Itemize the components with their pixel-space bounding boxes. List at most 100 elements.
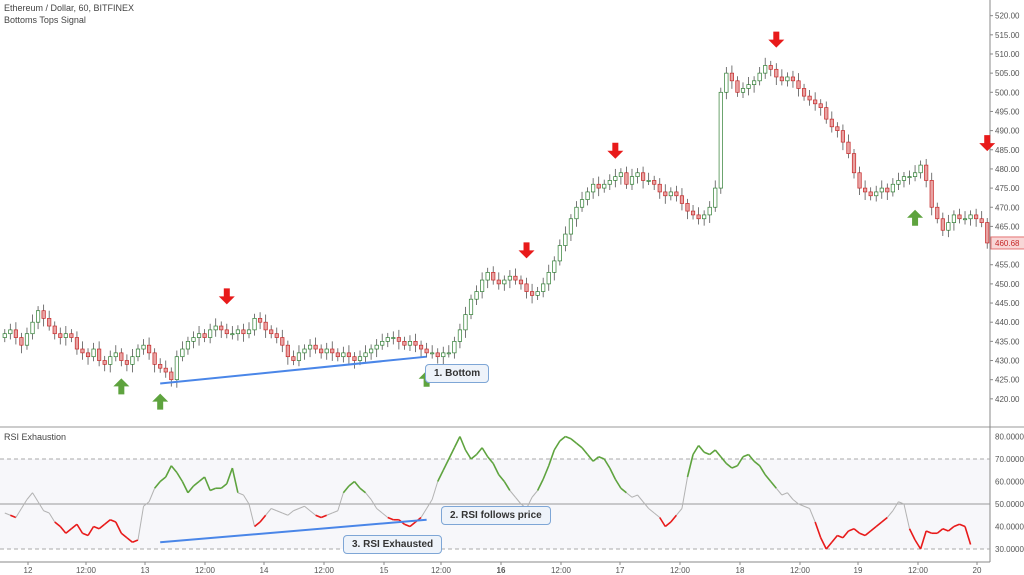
price-tick-label: 455.00 <box>995 261 1020 270</box>
time-tick-label: 15 <box>380 566 389 575</box>
time-tick-label: 12 <box>24 566 33 575</box>
candle-body <box>690 210 696 216</box>
rsi-segment <box>503 481 511 491</box>
rsi-segment <box>276 510 283 514</box>
price-tick-label: 465.00 <box>995 222 1020 231</box>
rsi-segment <box>137 506 145 541</box>
rsi-segment <box>781 492 788 496</box>
candle-body <box>974 214 979 220</box>
candle-body <box>685 203 690 212</box>
candle-body <box>230 333 235 336</box>
rsi-tick-label: 60.0000 <box>995 478 1024 487</box>
rsi-segment <box>714 449 722 458</box>
candle-body <box>846 141 851 154</box>
rsi-segment <box>298 505 305 509</box>
candle-body <box>102 360 107 365</box>
rsi-segment <box>803 505 810 509</box>
rsi-segment <box>254 521 261 528</box>
rsi-segment <box>620 487 627 494</box>
candle-body <box>707 206 712 216</box>
top-signal-arrow <box>979 135 996 152</box>
rsi-segment <box>697 444 705 453</box>
rsi-segment <box>903 503 911 529</box>
rsi-segment <box>709 449 716 456</box>
rsi-segment <box>381 512 389 518</box>
candle-body <box>768 65 773 70</box>
candle-body <box>108 356 113 365</box>
candle-body <box>385 337 390 342</box>
time-tick-label: 12:00 <box>195 566 216 575</box>
time-tick-label: 16 <box>497 566 506 575</box>
candle-body <box>657 183 662 193</box>
rsi-segment <box>837 534 844 539</box>
candle-body <box>568 218 574 235</box>
rsi-segment <box>870 525 877 532</box>
candle-body <box>618 172 623 177</box>
rsi-segment <box>387 516 394 521</box>
candle-body <box>607 180 612 185</box>
candle-body <box>307 344 313 350</box>
rsi-segment <box>586 453 594 462</box>
top-signal-arrow <box>218 288 235 305</box>
rsi-segment <box>886 510 894 518</box>
candle-body <box>518 279 524 285</box>
rsi-segment <box>770 480 777 489</box>
bottom-signal-arrow <box>152 393 169 410</box>
rsi-segment <box>598 456 605 460</box>
candle-body <box>91 348 96 358</box>
candle-body <box>430 352 435 355</box>
rsi-segment <box>686 454 694 478</box>
candle-body <box>124 360 129 365</box>
candle-body <box>452 341 457 354</box>
rsi-trendline[interactable] <box>160 518 427 544</box>
rsi-segment <box>787 492 794 500</box>
candle-body <box>352 356 357 361</box>
rsi-segment <box>736 456 744 467</box>
rsi-segment <box>65 528 72 534</box>
time-tick-label: 20 <box>973 566 982 575</box>
price-tick-label: 490.00 <box>995 127 1020 136</box>
rsi-segment <box>231 467 239 493</box>
candle-body <box>191 337 196 342</box>
price-trendline[interactable] <box>160 355 427 385</box>
candle-body <box>646 180 651 182</box>
candle-body <box>840 130 845 143</box>
rsi-segment <box>320 514 328 519</box>
candle-body <box>213 325 218 331</box>
rsi-segment <box>498 474 505 483</box>
signal-arrows <box>113 31 996 410</box>
candle-body <box>940 218 945 231</box>
candle-body <box>202 333 207 338</box>
candle-body <box>579 199 585 208</box>
rsi-segment <box>93 525 100 530</box>
rsi-segment <box>819 537 827 550</box>
candle-body <box>2 333 7 338</box>
rsi-segment <box>409 521 417 528</box>
candle-body <box>468 298 474 315</box>
candle-body <box>424 348 429 354</box>
candle-body <box>868 191 873 197</box>
rsi-segment <box>764 474 772 483</box>
candle-body <box>496 279 501 285</box>
candle-body <box>135 348 141 358</box>
rsi-segment <box>814 521 822 539</box>
candle-body <box>935 206 940 220</box>
candle-body <box>485 272 490 281</box>
rsi-segment <box>653 512 661 518</box>
candle-body <box>480 279 485 292</box>
rsi-segment <box>792 499 799 505</box>
rsi-segment <box>547 449 556 467</box>
candle-body <box>546 272 551 285</box>
rsi-segment <box>603 458 611 469</box>
rsi-segment <box>159 476 167 483</box>
candle-body <box>163 367 168 373</box>
rsi-panel-title[interactable]: RSI Exhaustion <box>4 432 67 442</box>
candle-body <box>613 176 618 181</box>
candle-body <box>735 80 740 93</box>
candle-body <box>196 333 202 338</box>
candle-body <box>19 337 24 346</box>
candle-body <box>718 91 723 189</box>
rsi-segment <box>43 510 50 514</box>
candle-body <box>152 352 157 365</box>
